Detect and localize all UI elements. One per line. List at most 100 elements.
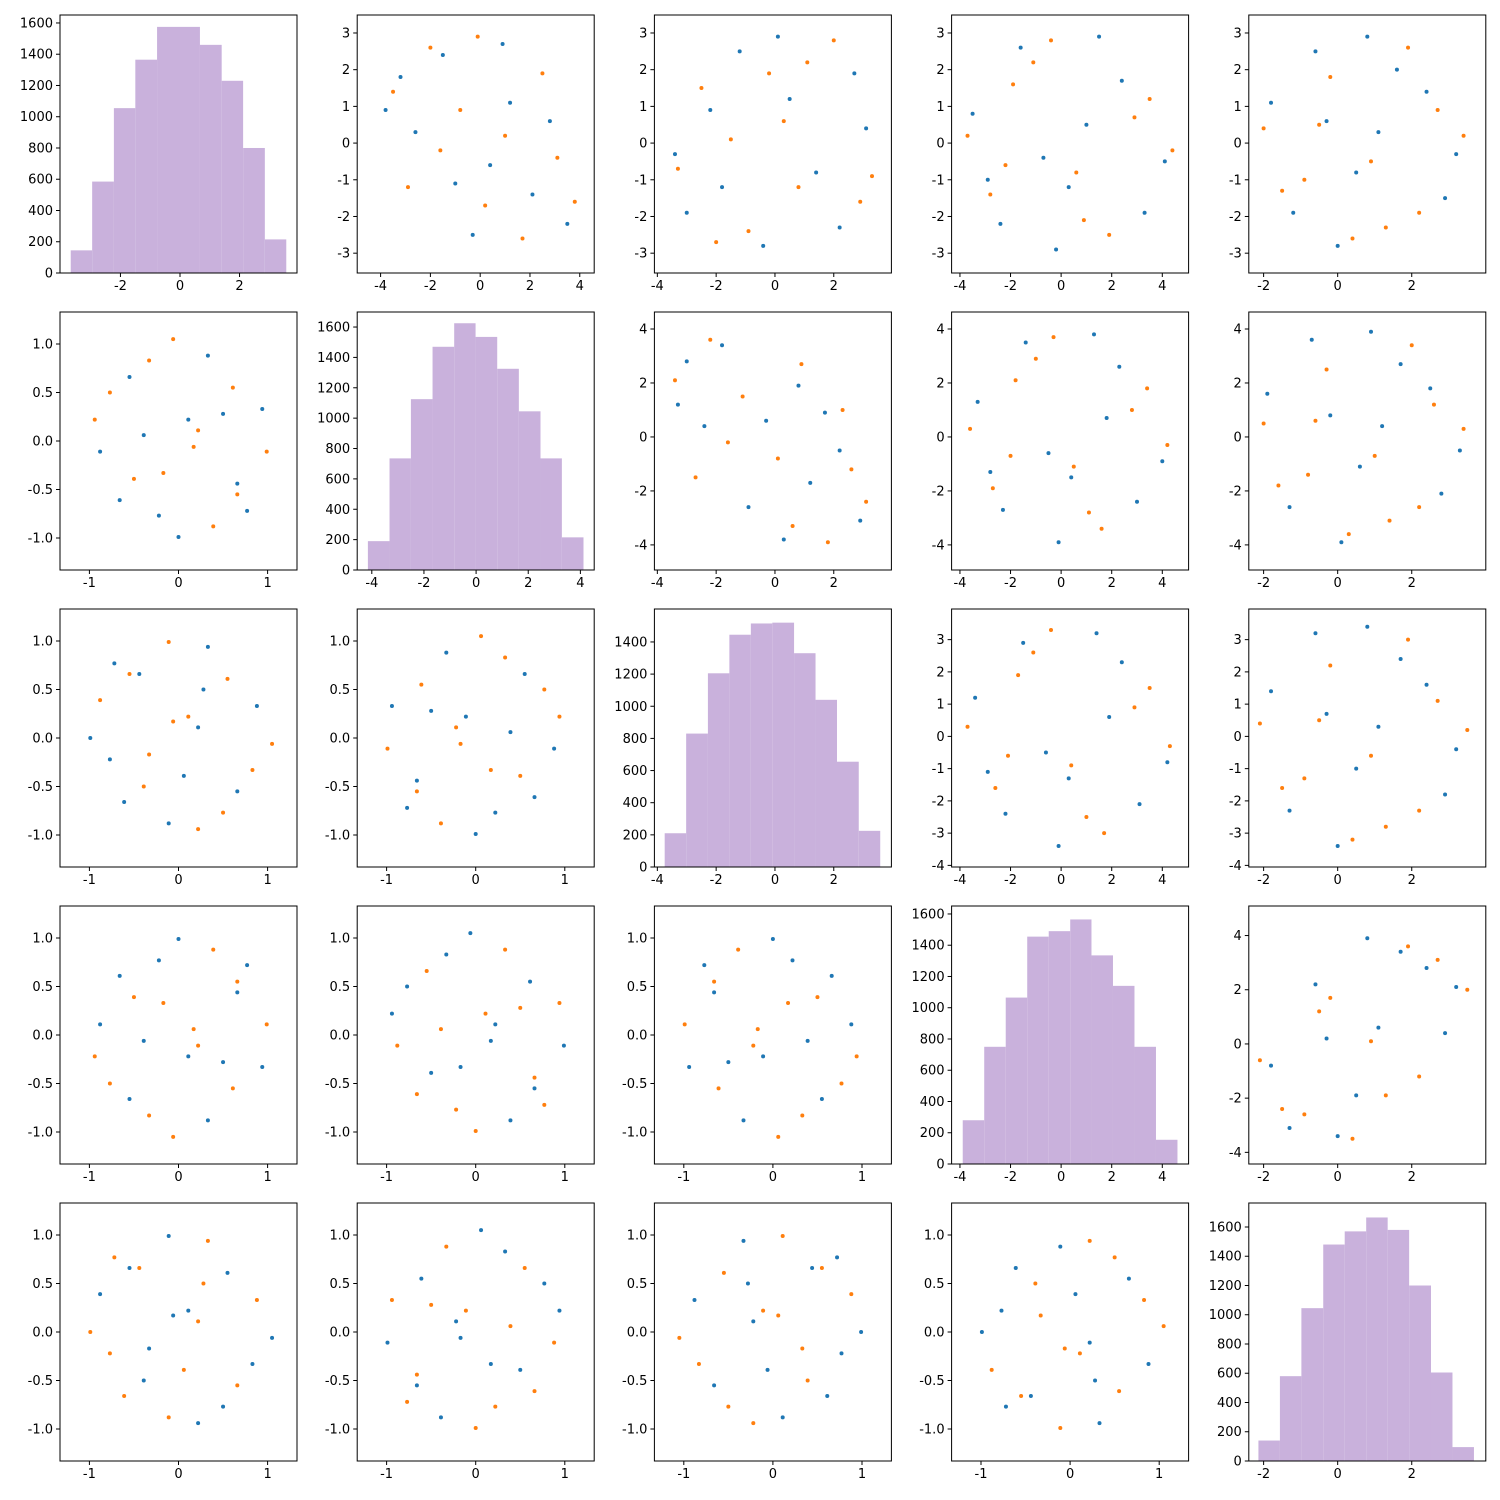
scatter-point bbox=[741, 1238, 746, 1243]
y-tick-label: 0.5 bbox=[330, 683, 351, 698]
scatter-point bbox=[166, 1233, 171, 1238]
scatter-point bbox=[107, 1351, 112, 1356]
scatter-point bbox=[1369, 753, 1374, 758]
scatter-point bbox=[493, 1404, 498, 1409]
scatter-point bbox=[1097, 1421, 1102, 1426]
y-tick-label: -1 bbox=[932, 173, 945, 188]
y-tick-label: 0 bbox=[342, 564, 350, 579]
scatter-point bbox=[1313, 49, 1318, 54]
x-tick-label: 0 bbox=[472, 1170, 480, 1185]
x-tick-label: -2 bbox=[114, 279, 127, 294]
x-tick-label: 2 bbox=[235, 279, 243, 294]
scatter-point bbox=[385, 746, 390, 751]
y-tick-label: 1 bbox=[342, 100, 350, 115]
y-tick-label: -0.5 bbox=[28, 780, 53, 795]
scatter-point bbox=[438, 821, 443, 826]
scatter-point bbox=[761, 243, 766, 248]
scatter-point bbox=[1398, 949, 1403, 954]
y-tick-label: 0.5 bbox=[627, 1277, 648, 1292]
scatter-point bbox=[1117, 364, 1122, 369]
scatter-point bbox=[993, 785, 998, 790]
scatter-point bbox=[475, 34, 480, 39]
scatter-point bbox=[429, 708, 434, 713]
hist-bar bbox=[1258, 1440, 1280, 1461]
scatter-point bbox=[453, 181, 458, 186]
scatter-point bbox=[122, 800, 127, 805]
hist-bar bbox=[135, 59, 158, 273]
scatter-point bbox=[970, 111, 975, 116]
x-tick-label: -1 bbox=[380, 1467, 393, 1482]
scatter-point bbox=[712, 979, 717, 984]
scatter-point bbox=[1066, 185, 1071, 190]
y-tick-label: -2 bbox=[932, 794, 945, 809]
y-tick-label: 4 bbox=[1234, 929, 1242, 944]
y-tick-label: 1.0 bbox=[32, 635, 53, 650]
scatter-point bbox=[1147, 686, 1152, 691]
y-tick-label: 200 bbox=[325, 533, 350, 548]
scatter-point bbox=[1146, 1362, 1151, 1367]
y-tick-label: -4 bbox=[932, 538, 945, 553]
axes-frame bbox=[951, 311, 1190, 571]
scatter-point bbox=[270, 1335, 275, 1340]
scatter-point bbox=[561, 1043, 566, 1048]
y-tick-label: -2 bbox=[634, 484, 647, 499]
scatter-point bbox=[985, 769, 990, 774]
scatter-point bbox=[147, 1346, 152, 1351]
scatter-point bbox=[1073, 1292, 1078, 1297]
scatter-point bbox=[176, 535, 181, 540]
scatter-point bbox=[849, 1022, 854, 1027]
y-tick-label: 2 bbox=[936, 376, 944, 391]
scatter-point bbox=[1008, 453, 1013, 458]
y-tick-label: 0.0 bbox=[32, 435, 53, 450]
hist-bar bbox=[1091, 955, 1113, 1164]
scatter-point bbox=[1335, 844, 1340, 849]
y-tick-label: -3 bbox=[337, 247, 350, 262]
scatter-point bbox=[1354, 1093, 1359, 1098]
scatter-point bbox=[988, 470, 993, 475]
scatter-point bbox=[547, 119, 552, 124]
scatter-point bbox=[235, 481, 240, 486]
scatter-point bbox=[702, 963, 707, 968]
scatter-point bbox=[1406, 637, 1411, 642]
hist-bar bbox=[729, 634, 751, 867]
subplot: -2 0 2 0 200 400 600 800 1000 1200 1400 1600 bbox=[1209, 1202, 1487, 1482]
scatter-point bbox=[488, 768, 493, 773]
scatter-point bbox=[1038, 1313, 1043, 1318]
y-tick-label: 1.0 bbox=[924, 1229, 945, 1244]
hist-bar bbox=[178, 26, 200, 274]
y-tick-label: 0.0 bbox=[32, 1326, 53, 1341]
y-tick-label: 600 bbox=[28, 173, 53, 188]
scatter-point bbox=[572, 199, 577, 204]
y-tick-label: -0.5 bbox=[325, 1374, 350, 1389]
scatter-point bbox=[1112, 1255, 1117, 1260]
scatter-point bbox=[405, 984, 410, 989]
scatter-point bbox=[205, 353, 210, 358]
y-tick-label: -4 bbox=[932, 859, 945, 874]
scatter-point bbox=[473, 832, 478, 837]
scatter-point bbox=[230, 1086, 235, 1091]
scatter-point bbox=[1145, 386, 1150, 391]
scatter-point bbox=[235, 979, 240, 984]
y-tick-label: -3 bbox=[1229, 827, 1242, 842]
scatter-point bbox=[181, 1367, 186, 1372]
y-tick-label: 1000 bbox=[317, 412, 350, 427]
scatter-point bbox=[225, 1270, 230, 1275]
scatter-point bbox=[141, 1038, 146, 1043]
scatter-point bbox=[1417, 210, 1422, 215]
scatter-point bbox=[1417, 1074, 1422, 1079]
y-tick-label: -0.5 bbox=[28, 1374, 53, 1389]
scatter-point bbox=[520, 236, 525, 241]
scatter-point bbox=[1119, 78, 1124, 83]
x-tick-label: -4 bbox=[953, 279, 966, 294]
scatter-point bbox=[1457, 448, 1462, 453]
scatter-point bbox=[1019, 1394, 1024, 1399]
scatter-point bbox=[488, 163, 493, 168]
x-tick-label: 2 bbox=[524, 576, 532, 591]
scatter-point bbox=[1291, 210, 1296, 215]
scatter-point bbox=[1033, 1281, 1038, 1286]
x-tick-label: -1 bbox=[83, 1170, 96, 1185]
hist-bar bbox=[1279, 1376, 1302, 1461]
scatter-point bbox=[1443, 792, 1448, 797]
y-tick-label: 400 bbox=[920, 1095, 945, 1110]
